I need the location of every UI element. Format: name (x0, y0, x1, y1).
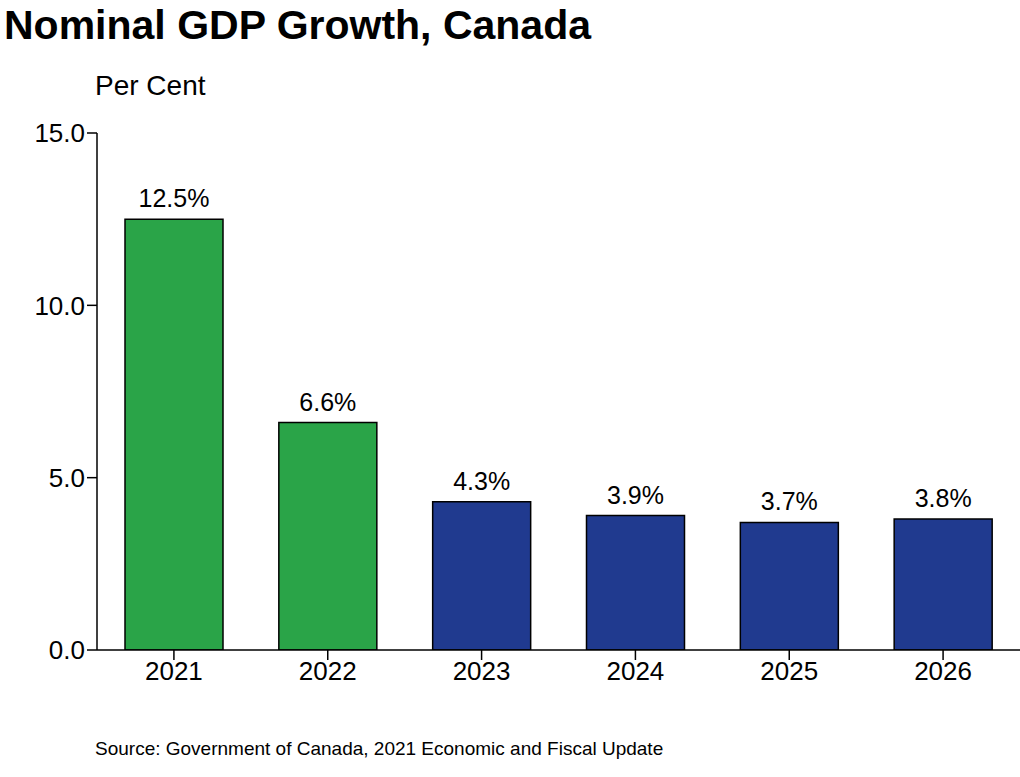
html-text:Source: Government of Canada,: Source: Government of Canada, 2021 Econo… (95, 738, 664, 759)
svg-text:0.0: 0.0 (49, 635, 85, 665)
svg-text:6.6%: 6.6% (299, 388, 356, 416)
svg-text:2025: 2025 (760, 656, 818, 686)
svg-text:3.8%: 3.8% (915, 484, 972, 512)
svg-text:3.7%: 3.7% (761, 487, 818, 515)
html-text:Nominal GDP Growth, Canada: Nominal GDP Growth, Canada (4, 2, 591, 48)
svg-text:2021: 2021 (145, 656, 203, 686)
svg-text:4.3%: 4.3% (453, 467, 510, 495)
svg-text:5.0: 5.0 (49, 463, 85, 493)
svg-text:10.0: 10.0 (34, 291, 85, 321)
svg-text:2026: 2026 (914, 656, 972, 686)
svg-text:2022: 2022 (299, 656, 357, 686)
svg-text:2024: 2024 (606, 656, 664, 686)
svg-text:15.0: 15.0 (34, 118, 85, 148)
svg-text:12.5%: 12.5% (139, 184, 210, 212)
svg-text:2023: 2023 (453, 656, 511, 686)
svg-text:3.9%: 3.9% (607, 481, 664, 509)
html-text:Per Cent: Per Cent (95, 70, 206, 101)
